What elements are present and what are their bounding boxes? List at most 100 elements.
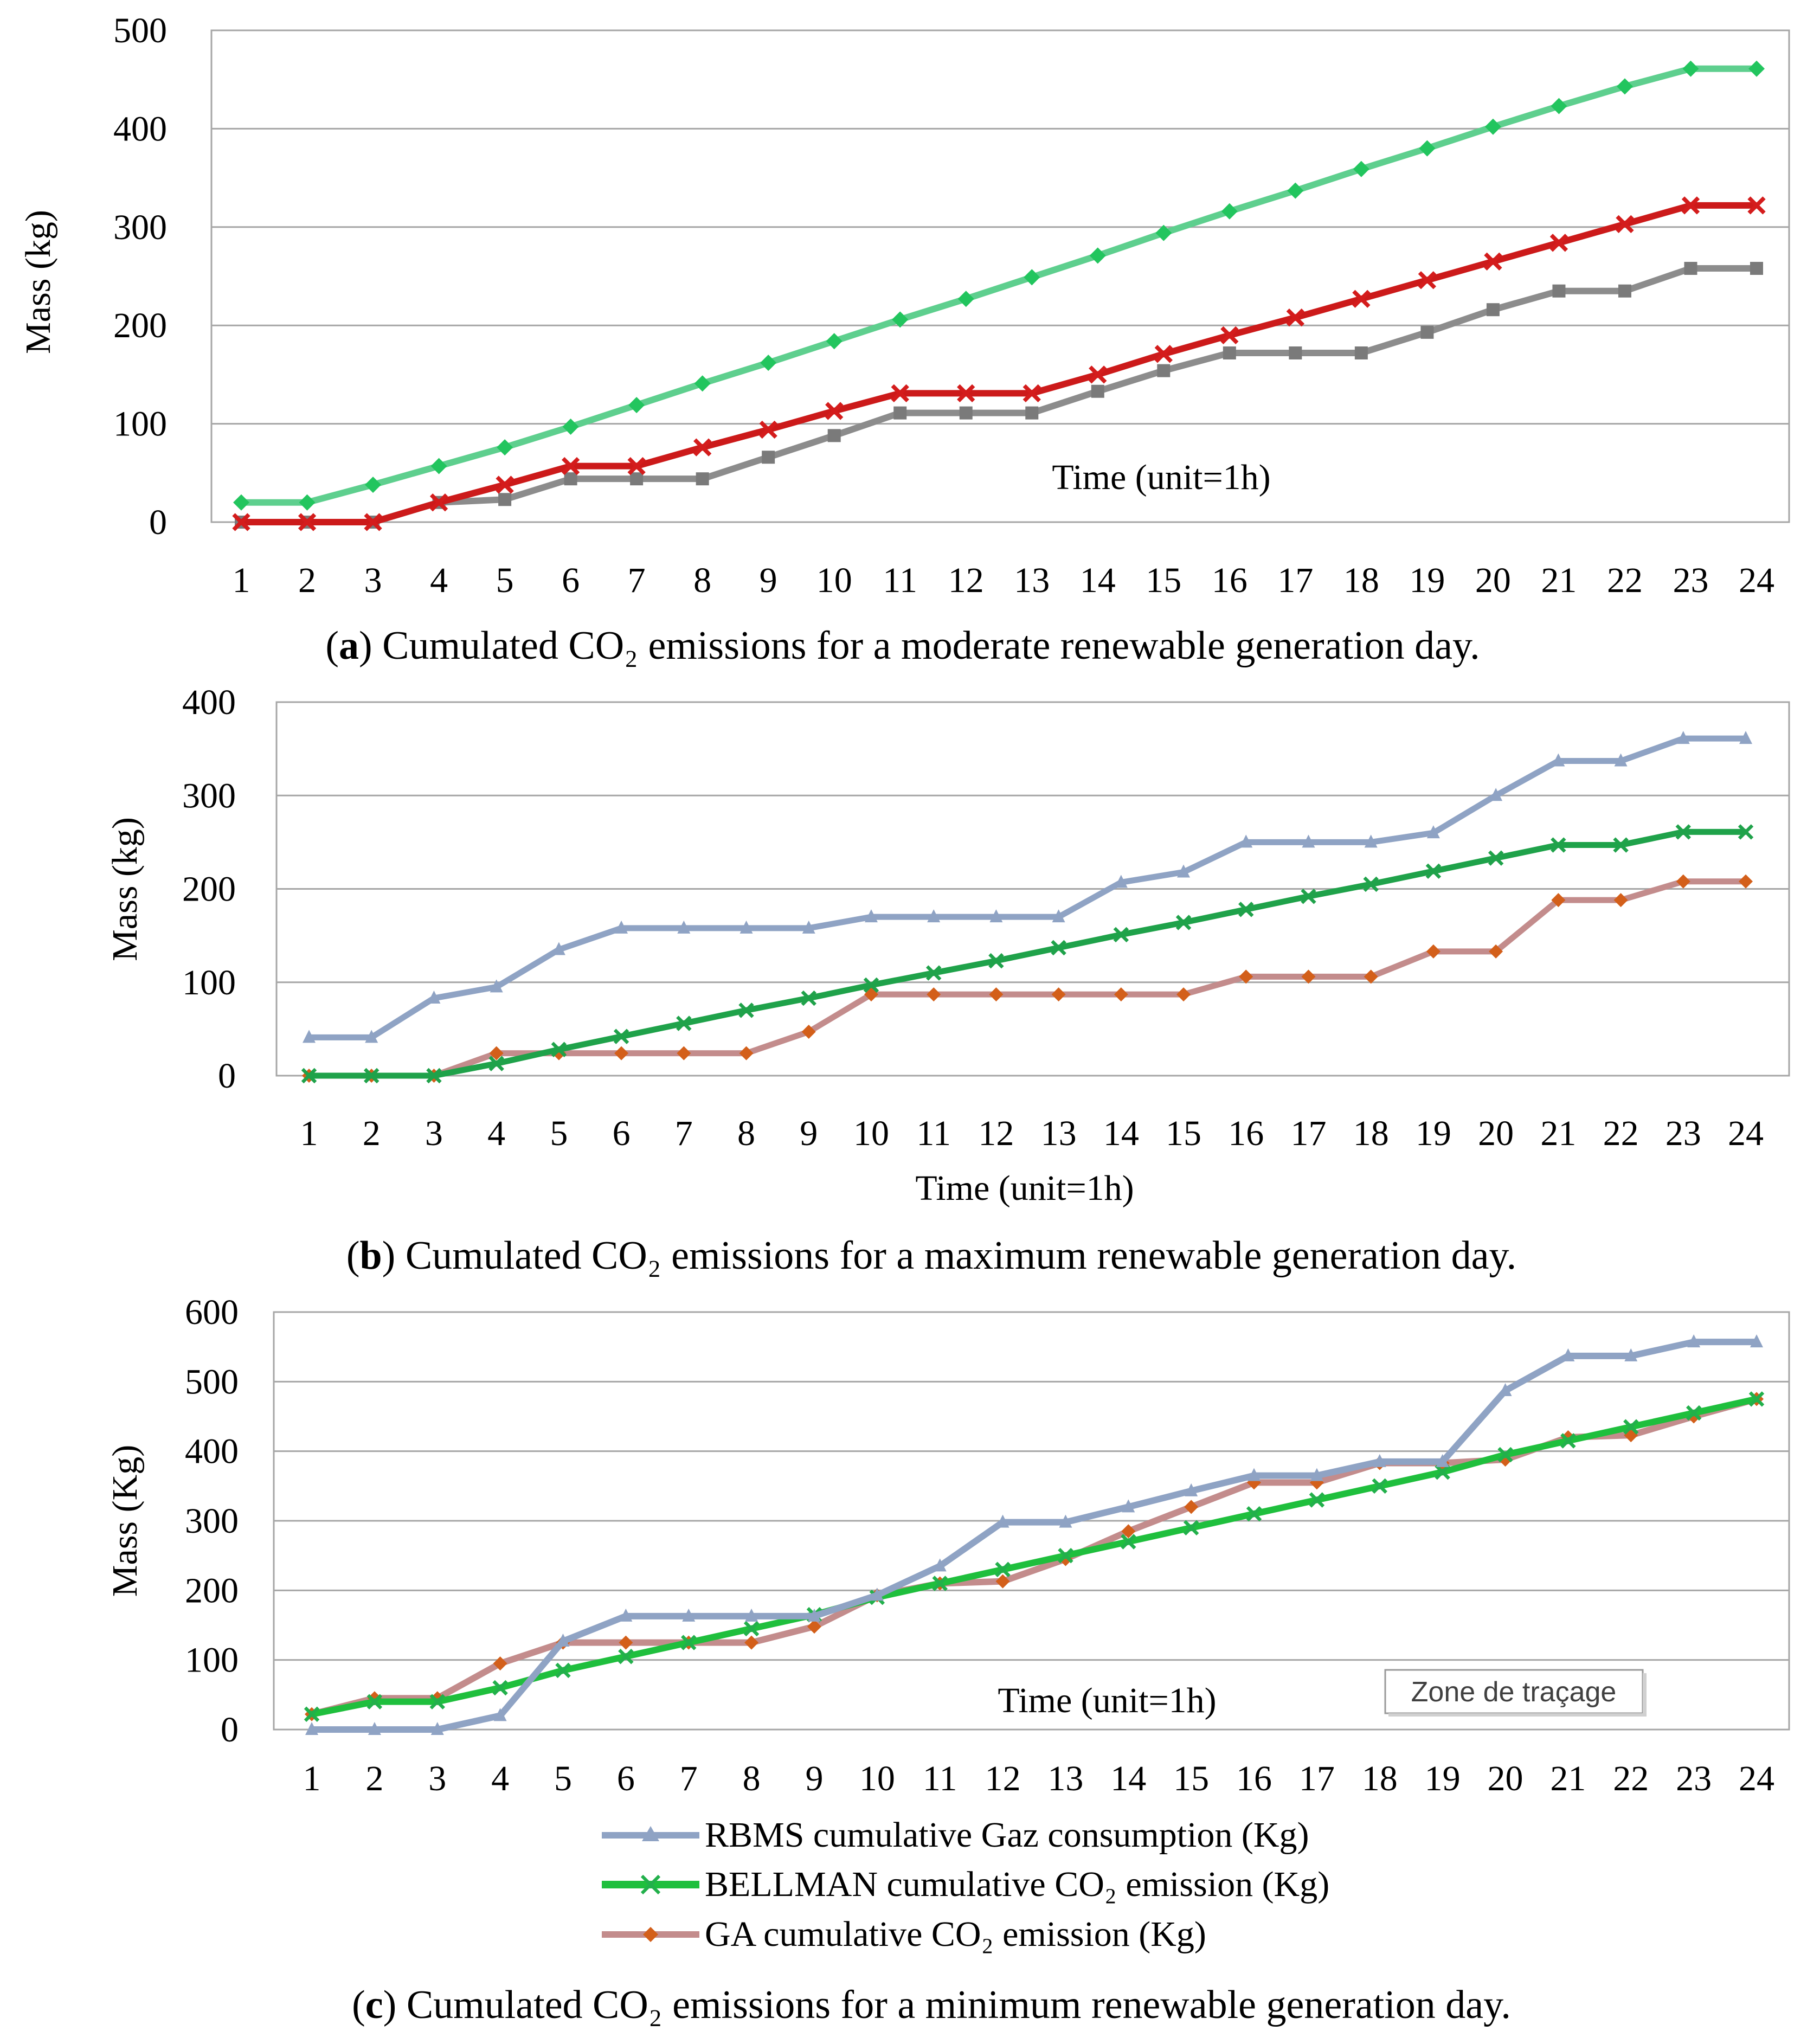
- x-tick-label-a-10: 10: [816, 561, 852, 600]
- series-a-ga-point-18: [1354, 346, 1368, 359]
- series-a-rbms-point-12: [957, 291, 974, 307]
- series-a-bellman-point-13: [1023, 384, 1041, 403]
- series-b-bellman-point-1: [301, 1068, 317, 1084]
- series-b-bellman-point-13: [1051, 940, 1066, 956]
- x-tick-label-c-23: 23: [1676, 1759, 1712, 1798]
- legend-marker-triangle: [642, 1826, 659, 1841]
- series-a-rbms-line: [241, 65, 1757, 506]
- series-c-rbms-point-24: [1750, 1334, 1763, 1348]
- series-b-rbms-point-3: [427, 991, 441, 1004]
- series-b-bellman-point-19-stroke-2: [1425, 863, 1442, 879]
- x-axis-label-a: Time (unit=1h): [1052, 458, 1270, 497]
- x-tick-label-b-18: 18: [1353, 1114, 1389, 1153]
- series-a-rbms-point-16: [1221, 203, 1238, 220]
- series-c-bellman-point-22-stroke-2: [1623, 1419, 1639, 1435]
- x-tick-label-b-5: 5: [550, 1114, 568, 1153]
- x-tick-label-b-11: 11: [916, 1114, 951, 1153]
- series-c-rbms-point-20: [1499, 1383, 1512, 1397]
- series-c-bellman-point-11: [932, 1576, 948, 1591]
- series-a-rbms-point-22: [1616, 78, 1633, 95]
- series-c-bellman-point-6: [618, 1649, 634, 1664]
- series-a-bellman-point-4: [429, 493, 448, 512]
- series-a-bellman-point-17-stroke-2: [1286, 308, 1304, 327]
- x-tick-label-c-9: 9: [805, 1759, 823, 1798]
- series-c-ga-point-4: [493, 1656, 507, 1671]
- series-b-bellman-point-6-stroke-2: [613, 1029, 629, 1044]
- series-b-ga-point-11: [927, 987, 941, 1002]
- series-c-bellman-point-18-stroke-2: [1372, 1478, 1387, 1494]
- series-b-bellman-point-9-stroke-2: [801, 990, 816, 1006]
- x-tick-label-c-14: 14: [1110, 1759, 1146, 1798]
- x-tick-label-a-14: 14: [1080, 561, 1116, 600]
- series-a-ga-point-17: [1289, 346, 1302, 359]
- series-a-bellman-point-4-stroke-2: [429, 493, 448, 512]
- series-b-bellman-point-11-stroke-2: [925, 965, 942, 981]
- series-c-bellman-point-16-stroke-2: [1246, 1506, 1262, 1522]
- x-tick-label-c-15: 15: [1173, 1759, 1209, 1798]
- series-c-ga-point-8: [744, 1635, 759, 1650]
- series-c-bellman-point-4: [492, 1680, 508, 1696]
- series-c-bellman-point-2: [366, 1694, 383, 1709]
- series-a-ga-point-23: [1684, 261, 1697, 275]
- series-a-bellman-point-16: [1220, 326, 1239, 344]
- series-a-bellman-point-16-stroke-2: [1220, 326, 1239, 344]
- x-tick-label-a-11: 11: [883, 561, 917, 600]
- series-c-rbms-point-2: [368, 1722, 381, 1735]
- y-tick-label-a-300: 300: [113, 208, 167, 247]
- series-b-ga-point-16: [1239, 969, 1253, 984]
- series-c-ga-line: [311, 1396, 1758, 1718]
- series-b-rbms-point-11: [927, 909, 941, 923]
- x-tick-label-c-10: 10: [859, 1759, 895, 1798]
- series-a-ga-point-9: [762, 451, 775, 464]
- caption-b-label: b: [360, 1233, 382, 1278]
- series-c-bellman-point-8-stroke-2: [743, 1621, 760, 1637]
- x-tick-label-b-2: 2: [363, 1114, 381, 1153]
- series-b: [301, 731, 1754, 1084]
- series-a-bellman-point-19: [1418, 271, 1437, 290]
- x-tick-label-c-4: 4: [491, 1759, 509, 1798]
- series-c-rbms-point-7: [682, 1608, 696, 1622]
- series-a-rbms-point-18: [1353, 160, 1369, 177]
- series-b-ga-point-13: [1051, 987, 1066, 1002]
- series-c-bellman-point-20-stroke-2: [1497, 1447, 1513, 1463]
- series-a-bellman-point-3-stroke-2: [364, 513, 382, 531]
- series-b-ga-point-19: [1426, 944, 1441, 959]
- series-c-ga-point-15: [1184, 1500, 1199, 1514]
- legend-item-ga: GA cumulative CO₂ emission (Kg): [602, 1914, 1206, 1954]
- series-b-ga-point-14: [1114, 987, 1128, 1002]
- series-c-bellman-point-13-stroke-2: [1058, 1547, 1073, 1564]
- series-b-bellman-point-3-stroke-2: [426, 1068, 442, 1084]
- series-a-rbms-point-19: [1419, 140, 1436, 157]
- caption-a-text: Cumulated CO₂ emissions for a moderate r…: [382, 624, 1480, 668]
- x-tick-label-b-6: 6: [613, 1114, 631, 1153]
- series-a-bellman-point-1: [232, 513, 250, 531]
- x-axis-label-b: Time (unit=1h): [915, 1168, 1134, 1208]
- series-b-ga-point-15: [1176, 987, 1191, 1002]
- series-a-bellman-point-8-stroke-2: [693, 438, 712, 457]
- x-tick-label-a-20: 20: [1475, 561, 1511, 600]
- series-a-ga-point-11: [893, 406, 907, 420]
- series-b-bellman-point-16-stroke-2: [1238, 902, 1254, 917]
- series-c-rbms-point-17: [1310, 1468, 1323, 1481]
- series-c-ga-point-9: [807, 1619, 821, 1634]
- series-b-bellman-point-24: [1738, 824, 1754, 840]
- legend-label-rbms: RBMS cumulative Gaz consumption (Kg): [705, 1815, 1309, 1855]
- y-tick-labels-b: 0 100 200 300 400: [182, 683, 236, 1096]
- x-tick-label-a-24: 24: [1739, 561, 1774, 600]
- x-tick-label-b-17: 17: [1290, 1114, 1326, 1153]
- x-tick-label-a-13: 13: [1014, 561, 1050, 600]
- series-a-bellman-point-10: [825, 402, 844, 420]
- series-c-bellman-point-12: [995, 1561, 1011, 1578]
- series-a-bellman-point-21-stroke-2: [1549, 234, 1568, 252]
- series-c-bellman-point-3-stroke-2: [429, 1694, 445, 1709]
- series-c-rbms-point-19: [1436, 1454, 1449, 1467]
- series-c-rbms-point-13: [1059, 1514, 1072, 1528]
- series-a-bellman-point-12-stroke-2: [957, 384, 975, 403]
- x-tick-label-b-7: 7: [675, 1114, 693, 1153]
- y-tick-labels-c: 0 100 200 300 400 500 600: [185, 1293, 239, 1750]
- y-tick-label-c-400: 400: [185, 1432, 239, 1471]
- series-c-bellman-point-14: [1121, 1534, 1136, 1550]
- x-tick-label-b-24: 24: [1728, 1114, 1764, 1153]
- x-tick-label-c-18: 18: [1362, 1759, 1398, 1798]
